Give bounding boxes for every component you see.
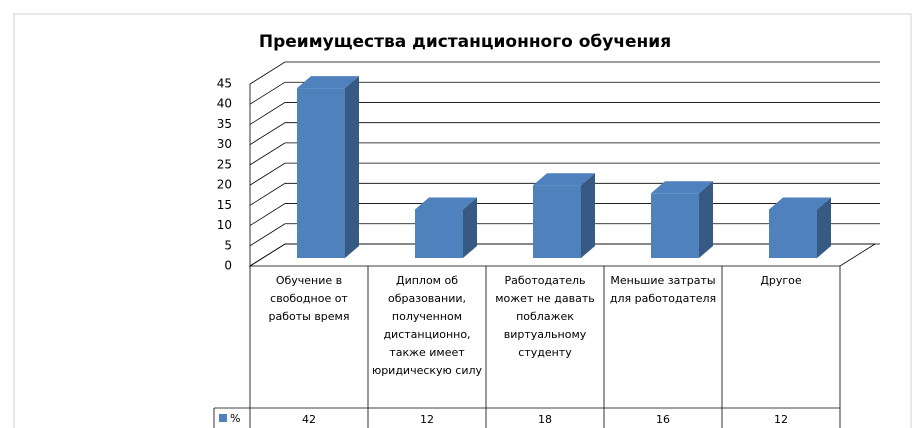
y-tick-label: 25	[217, 157, 232, 171]
y-tick-label: 30	[217, 137, 232, 151]
chart-title: Преимущества дистанционного обучения	[259, 32, 671, 52]
grid-line	[249, 81, 880, 105]
category-label: Другое	[760, 274, 802, 287]
y-tick-label: 40	[217, 97, 232, 111]
y-tick-label: 35	[217, 117, 232, 131]
bar-side	[581, 173, 595, 258]
y-tick-label: 15	[217, 198, 232, 212]
bar	[533, 185, 581, 258]
grid-line	[249, 142, 880, 166]
y-tick-label: 10	[217, 218, 232, 232]
bar-side	[345, 76, 359, 258]
category-label: Меньшие затраты для работодателя	[609, 274, 717, 305]
y-tick-label: 0	[224, 259, 232, 273]
bar-top	[651, 181, 713, 194]
data-table-value: 16	[656, 413, 670, 426]
category-label: Диплом об образовании, полученном дистан…	[371, 274, 483, 377]
y-tick-label: 20	[217, 178, 232, 192]
bar	[651, 193, 699, 258]
bar-top	[769, 197, 831, 210]
bar	[297, 88, 345, 258]
bar	[769, 209, 817, 258]
grid-line	[249, 61, 880, 85]
category-label: Обучение в свободное от работы время	[268, 274, 350, 323]
legend-label: %	[230, 412, 240, 425]
chart-border	[13, 13, 912, 428]
bar-top	[297, 76, 359, 89]
bar-side	[463, 197, 477, 258]
data-table-value: 18	[538, 413, 552, 426]
bar-top	[415, 197, 477, 210]
y-tick-label: 45	[217, 77, 232, 91]
bar-side	[817, 197, 831, 258]
grid-line	[249, 102, 880, 125]
bar-side	[699, 181, 713, 258]
legend-key	[219, 414, 227, 422]
bar-top	[533, 173, 595, 186]
y-tick-label: 5	[224, 238, 232, 252]
data-table-value: 12	[420, 413, 434, 426]
data-table-value: 42	[302, 413, 316, 426]
bar	[415, 209, 463, 258]
grid-line	[249, 162, 880, 186]
data-table-value: 12	[774, 413, 788, 426]
category-label: Работодатель может не давать поблажек ви…	[495, 274, 595, 359]
grid-line	[249, 122, 880, 146]
